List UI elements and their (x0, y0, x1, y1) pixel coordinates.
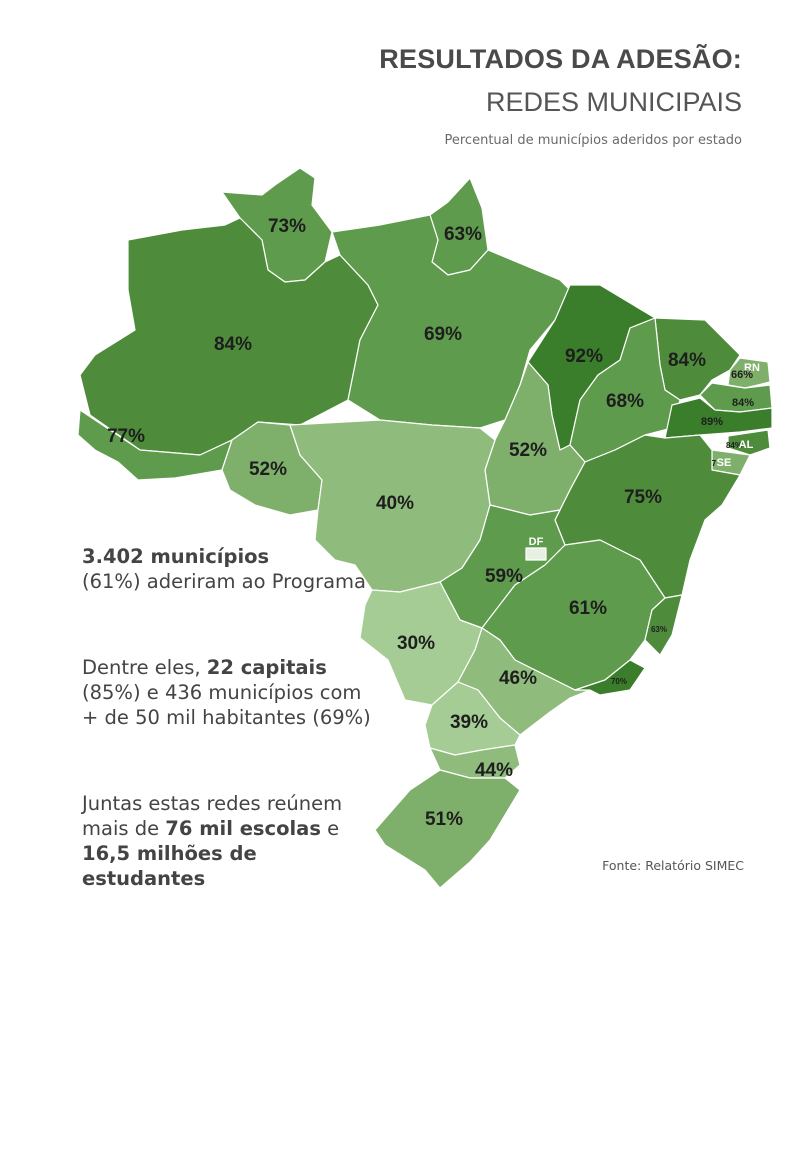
label-rs: 51% (425, 809, 463, 830)
label-pa: 69% (424, 324, 462, 345)
label-mt: 40% (376, 493, 414, 514)
state-rj (574, 659, 646, 696)
stat-capitais-bold: 22 capitais (206, 656, 327, 679)
label-ce: 84% (668, 350, 706, 371)
stat-estudantes-bold: 16,5 milhões de estudantes (82, 842, 257, 890)
stat-municipios-bold: 3.402 municípios (82, 545, 270, 568)
label-df-tag: DF (529, 536, 544, 548)
label-ro: 52% (249, 459, 287, 480)
stat-escolas-pre: Juntas estas redes reúnem mais de (82, 792, 343, 840)
label-se-tag: SE (717, 457, 732, 469)
stat-capitais: Dentre eles, 22 capitais (85%) e 436 mun… (82, 655, 372, 730)
state-df (525, 547, 547, 561)
label-rj: 70% (611, 677, 627, 686)
state-ac (77, 409, 233, 481)
state-es (644, 594, 683, 656)
label-rn-tag: RN (744, 362, 760, 374)
label-mg: 61% (569, 598, 607, 619)
label-al-tag: AL (739, 439, 754, 451)
label-to: 52% (509, 440, 547, 461)
map-caption: Percentual de municípios aderidos por es… (444, 133, 743, 148)
label-pe: 89% (701, 416, 723, 428)
label-am: 84% (214, 334, 252, 355)
label-sc: 44% (475, 760, 513, 781)
stat-municipios: 3.402 municípios (61%) aderiram ao Progr… (82, 544, 372, 594)
label-ac: 77% (107, 426, 145, 447)
stat-municipios-text: (61%) aderiram ao Programa (82, 570, 366, 593)
label-rr: 73% (268, 216, 306, 237)
page-title: RESULTADOS DA ADESÃO: (379, 44, 742, 74)
label-ma: 92% (565, 346, 603, 367)
label-pr: 39% (450, 712, 488, 733)
stat-escolas-bold: 76 mil escolas (165, 817, 321, 840)
source-note: Fonte: Relatório SIMEC (602, 858, 744, 873)
state-rs (374, 769, 521, 889)
label-go: 59% (485, 566, 523, 587)
label-se: 7 (712, 459, 717, 468)
stat-capitais-text: (85%) e 436 municípios com + de 50 mil h… (82, 681, 371, 729)
stat-escolas-mid: e (320, 817, 340, 840)
label-ba: 75% (624, 487, 662, 508)
state-al (727, 429, 771, 456)
label-ms: 30% (397, 633, 435, 654)
label-pb: 84% (732, 397, 754, 409)
state-pa (331, 214, 571, 429)
state-labels: 73% 63% 84% 69% 92% 84% RN 66% 84% 68% 8… (107, 216, 760, 830)
label-es: 63% (651, 625, 667, 634)
stat-capitais-pre: Dentre eles, (82, 656, 207, 679)
label-ap: 63% (444, 224, 482, 245)
label-al: 84% (726, 441, 742, 450)
stat-escolas: Juntas estas redes reúnem mais de 76 mil… (82, 791, 372, 891)
label-sp: 46% (499, 668, 537, 689)
state-shapes (77, 167, 773, 889)
page-subtitle: REDES MUNICIPAIS (485, 87, 742, 117)
label-pi: 68% (606, 391, 644, 412)
label-rn: 66% (731, 369, 753, 381)
